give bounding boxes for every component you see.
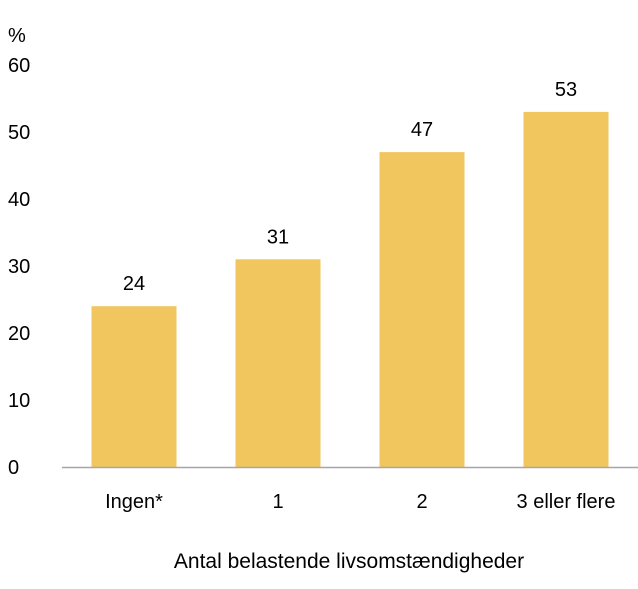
x-tick-label-3: 3 eller flere — [517, 491, 616, 513]
y-tick-label: 60 — [8, 55, 30, 77]
y-tick-label: 0 — [8, 457, 19, 479]
y-tick-label: 50 — [8, 122, 30, 144]
bar-1 — [235, 259, 321, 467]
bar-3 — [523, 111, 609, 468]
data-label-1: 31 — [267, 226, 289, 248]
x-tick-label-1: 1 — [272, 491, 283, 513]
y-axis-ticks: 0 10 20 30 40 50 60 — [8, 55, 30, 479]
data-label-0: 24 — [123, 273, 145, 295]
data-label-2: 47 — [411, 119, 433, 141]
y-tick-label: 30 — [8, 256, 30, 278]
x-axis-ticks: Ingen* 1 2 3 eller flere — [105, 491, 615, 513]
data-labels: 24 31 47 53 — [123, 79, 577, 295]
y-tick-label: 20 — [8, 323, 30, 345]
y-axis-unit-label: % — [8, 25, 26, 47]
x-tick-label-2: 2 — [416, 491, 427, 513]
bar-0 — [91, 306, 177, 467]
bar-2 — [379, 152, 465, 467]
y-tick-label: 40 — [8, 189, 30, 211]
bar-series — [91, 111, 609, 468]
y-tick-label: 10 — [8, 390, 30, 412]
x-axis-title: Antal belastende livsomstændigheder — [174, 550, 524, 573]
data-label-3: 53 — [555, 79, 577, 101]
x-tick-label-0: Ingen* — [105, 491, 163, 513]
